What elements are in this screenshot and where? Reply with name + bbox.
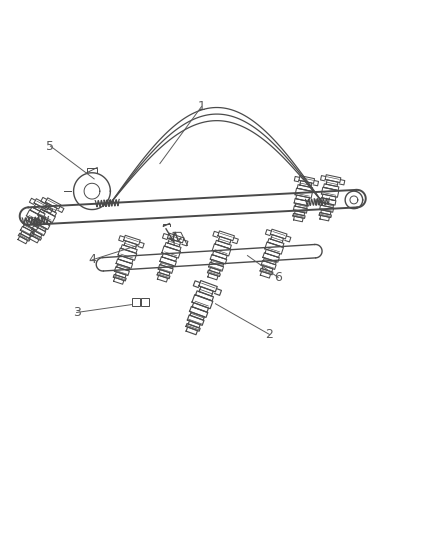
Text: 6: 6 [274,271,282,284]
Text: 3: 3 [73,306,81,319]
Text: 1: 1 [198,100,205,113]
Text: 4: 4 [88,253,96,266]
Text: 5: 5 [46,140,54,152]
Text: 2: 2 [265,328,273,341]
Bar [141,298,149,306]
Bar [132,298,140,306]
